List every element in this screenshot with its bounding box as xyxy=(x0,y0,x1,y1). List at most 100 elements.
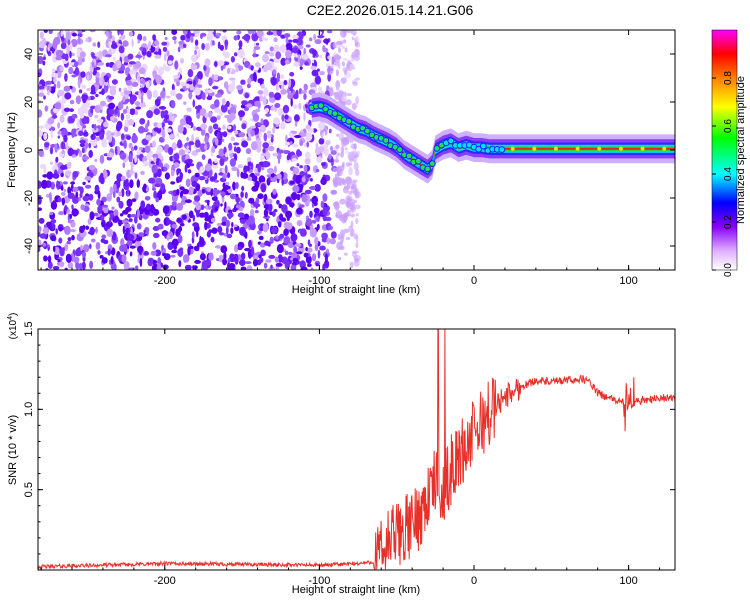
noise-blob xyxy=(218,148,225,157)
ridge-peak xyxy=(332,111,338,116)
noise-blob xyxy=(232,181,236,191)
noise-blob xyxy=(201,43,206,50)
noise-blob xyxy=(43,132,48,141)
noise-blob xyxy=(217,76,224,81)
noise-blob xyxy=(163,114,169,120)
noise-blob xyxy=(275,235,279,240)
noise-blob xyxy=(312,49,317,57)
ridge-peak xyxy=(364,128,370,134)
noise-blob xyxy=(192,126,196,131)
noise-blob xyxy=(71,128,78,137)
noise-blob xyxy=(229,253,235,263)
noise-blob xyxy=(50,201,58,210)
noise-blob xyxy=(326,237,331,245)
noise-blob xyxy=(248,197,255,204)
noise-blob xyxy=(342,57,349,61)
noise-blob xyxy=(171,224,178,229)
noise-blob xyxy=(207,205,212,210)
noise-blob xyxy=(239,219,246,224)
noise-blob xyxy=(314,243,319,252)
noise-blob xyxy=(275,82,279,92)
noise-blob xyxy=(274,103,281,108)
noise-blob xyxy=(139,79,146,85)
noise-blob xyxy=(346,209,351,217)
noise-blob xyxy=(315,263,319,267)
noise-blob xyxy=(176,178,180,184)
noise-blob xyxy=(192,222,200,228)
noise-blob xyxy=(292,47,299,54)
noise-blob xyxy=(197,189,203,197)
noise-blob xyxy=(116,196,121,203)
noise-blob xyxy=(273,37,278,43)
noise-blob xyxy=(244,261,252,265)
noise-blob xyxy=(222,124,226,130)
ridge-peak xyxy=(448,138,454,144)
noise-blob xyxy=(176,93,183,100)
noise-blob xyxy=(316,156,322,163)
noise-blob xyxy=(156,263,162,270)
noise-blob xyxy=(157,145,163,154)
noise-blob xyxy=(152,226,160,231)
noise-blob xyxy=(289,71,295,77)
noise-blob xyxy=(143,251,149,256)
noise-blob xyxy=(311,69,319,77)
noise-blob xyxy=(152,70,157,79)
noise-blob xyxy=(261,37,269,41)
noise-blob xyxy=(138,89,142,100)
y-tick-label: 0 xyxy=(23,147,35,153)
noise-blob xyxy=(186,137,189,142)
noise-blob xyxy=(345,195,353,202)
noise-blob xyxy=(184,199,192,204)
noise-blob xyxy=(263,262,268,269)
noise-blob xyxy=(306,174,312,178)
y-tick-label: -40 xyxy=(23,238,35,254)
noise-blob xyxy=(69,229,77,233)
noise-blob xyxy=(237,246,243,251)
noise-blob xyxy=(63,107,71,113)
noise-blob xyxy=(103,121,109,128)
noise-blob xyxy=(303,252,309,258)
noise-blob xyxy=(123,90,131,95)
noise-blob xyxy=(195,139,201,148)
noise-blob xyxy=(254,96,261,102)
noise-blob xyxy=(89,226,95,236)
noise-blob xyxy=(214,61,218,67)
noise-blob xyxy=(179,247,184,252)
noise-blob xyxy=(57,258,61,263)
noise-blob xyxy=(52,114,58,119)
noise-blob xyxy=(301,194,308,203)
noise-blob xyxy=(328,153,332,160)
noise-blob xyxy=(290,98,293,107)
ridge-peak xyxy=(392,144,398,150)
noise-blob xyxy=(145,81,150,88)
noise-blob xyxy=(179,58,185,64)
noise-blob xyxy=(254,62,261,68)
noise-blob xyxy=(341,61,345,67)
noise-blob xyxy=(286,154,291,161)
noise-blob xyxy=(193,79,196,88)
noise-blob xyxy=(170,89,176,97)
noise-blob xyxy=(282,150,290,154)
noise-blob xyxy=(115,131,122,137)
noise-blob xyxy=(332,167,336,173)
noise-blob xyxy=(247,176,253,181)
colorbar-label: Normalized spectral amplitude xyxy=(735,76,747,224)
noise-blob xyxy=(117,70,125,74)
noise-blob xyxy=(291,192,298,201)
noise-blob xyxy=(309,177,313,182)
noise-blob xyxy=(300,90,307,94)
noise-blob xyxy=(275,51,282,60)
noise-blob xyxy=(299,228,307,237)
noise-blob xyxy=(118,45,125,54)
noise-blob xyxy=(228,263,236,269)
noise-blob xyxy=(269,46,274,52)
noise-blob xyxy=(118,219,122,227)
noise-blob xyxy=(286,222,293,230)
noise-blob xyxy=(128,118,135,126)
noise-blob xyxy=(129,170,135,175)
noise-blob xyxy=(330,150,337,156)
noise-blob xyxy=(324,147,329,157)
noise-blob xyxy=(254,100,259,107)
noise-blob xyxy=(171,100,176,109)
